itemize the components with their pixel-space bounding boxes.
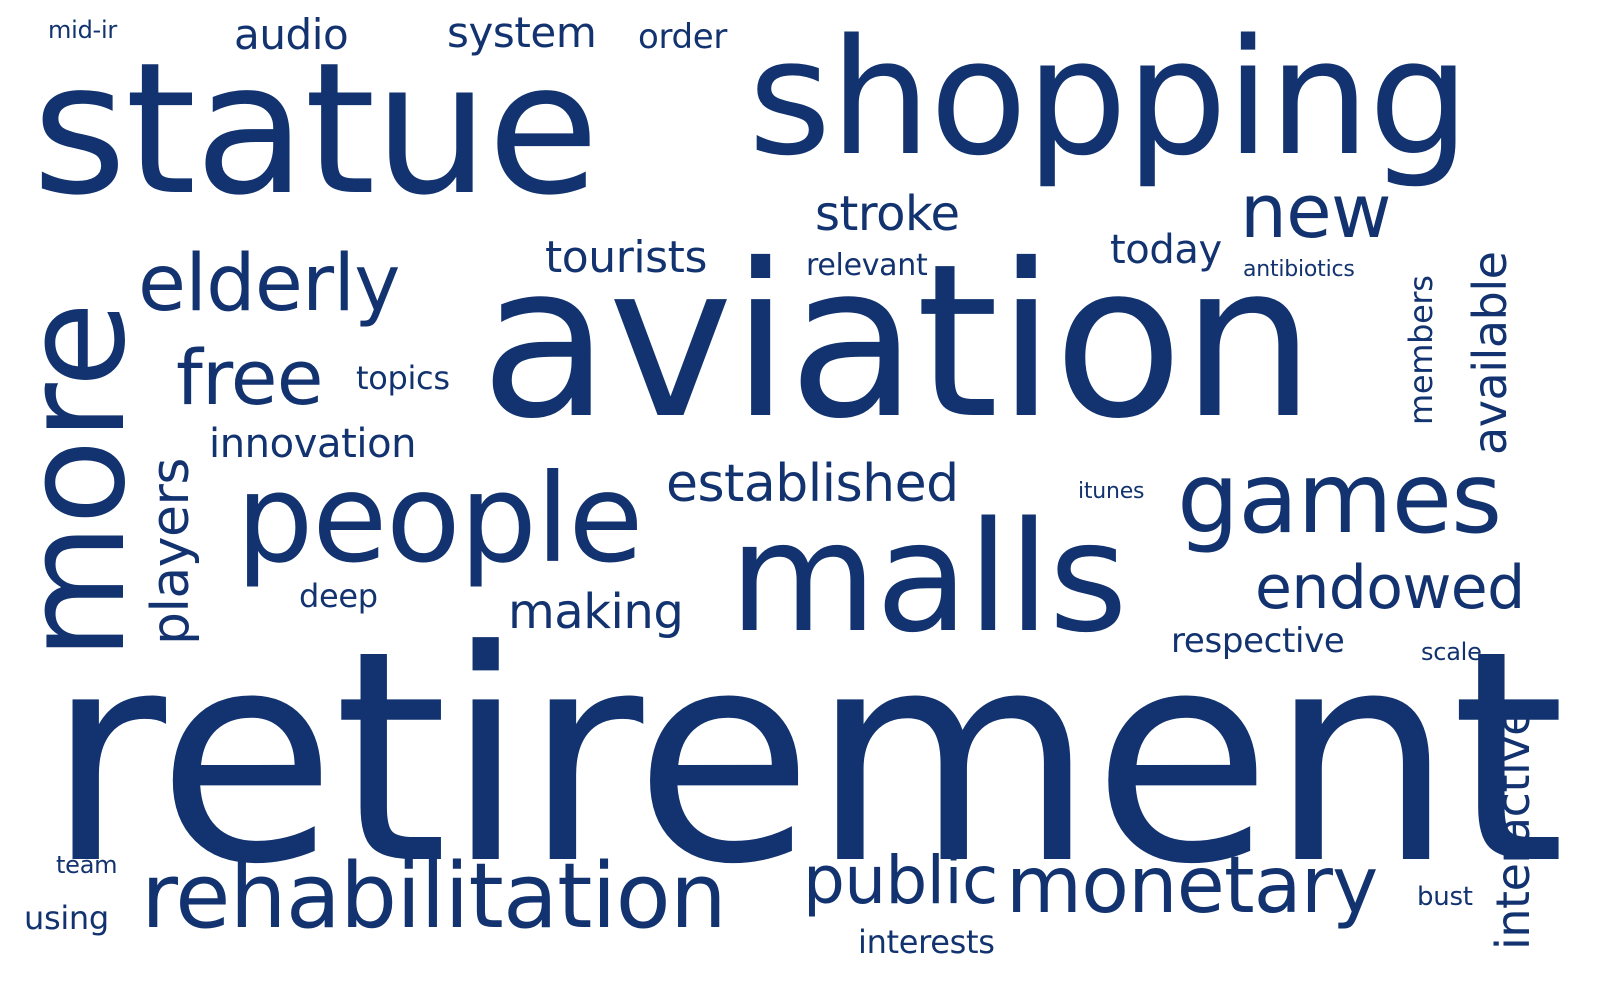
word-available: available — [1463, 251, 1517, 456]
word-monetary: monetary — [1006, 841, 1378, 931]
word-players: players — [141, 458, 201, 645]
word-stroke: stroke — [815, 186, 960, 242]
word-audio: audio — [234, 10, 349, 59]
word-system: system — [447, 8, 597, 57]
word-using: using — [24, 899, 109, 937]
word-antibiotics: antibiotics — [1243, 257, 1355, 282]
word-established: established — [666, 454, 959, 514]
word-games: games — [1177, 442, 1502, 556]
word-statue: statue — [32, 23, 599, 235]
word-elderly: elderly — [138, 239, 400, 329]
word-making: making — [508, 584, 684, 640]
word-interests: interests — [858, 923, 995, 961]
word-mid-ir: mid-ir — [48, 16, 118, 44]
word-shopping: shopping — [748, 4, 1470, 191]
word-tourists: tourists — [545, 232, 707, 283]
word-order: order — [638, 17, 727, 57]
word-team: team — [56, 851, 118, 879]
word-retirement: retirement — [46, 588, 1566, 928]
word-more: more — [0, 302, 157, 660]
word-new: new — [1240, 169, 1391, 255]
word-endowed: endowed — [1255, 553, 1525, 623]
word-rehabilitation: rehabilitation — [141, 844, 727, 949]
word-itunes: itunes — [1078, 479, 1145, 504]
word-topics: topics — [356, 359, 450, 397]
word-public: public — [803, 842, 998, 919]
word-today: today — [1110, 227, 1222, 273]
word-members: members — [1402, 275, 1440, 425]
word-respective: respective — [1171, 621, 1345, 661]
word-bust: bust — [1417, 882, 1473, 912]
word-malls: malls — [729, 489, 1128, 666]
word-people: people — [236, 448, 643, 590]
word-innovation: innovation — [209, 421, 417, 467]
word-scale: scale — [1421, 638, 1482, 666]
word-aviation: aviation — [480, 218, 1315, 465]
word-interactive: interactive — [1486, 708, 1540, 950]
word-deep: deep — [299, 577, 378, 615]
word-relevant: relevant — [806, 248, 928, 283]
word-free: free — [176, 333, 324, 422]
